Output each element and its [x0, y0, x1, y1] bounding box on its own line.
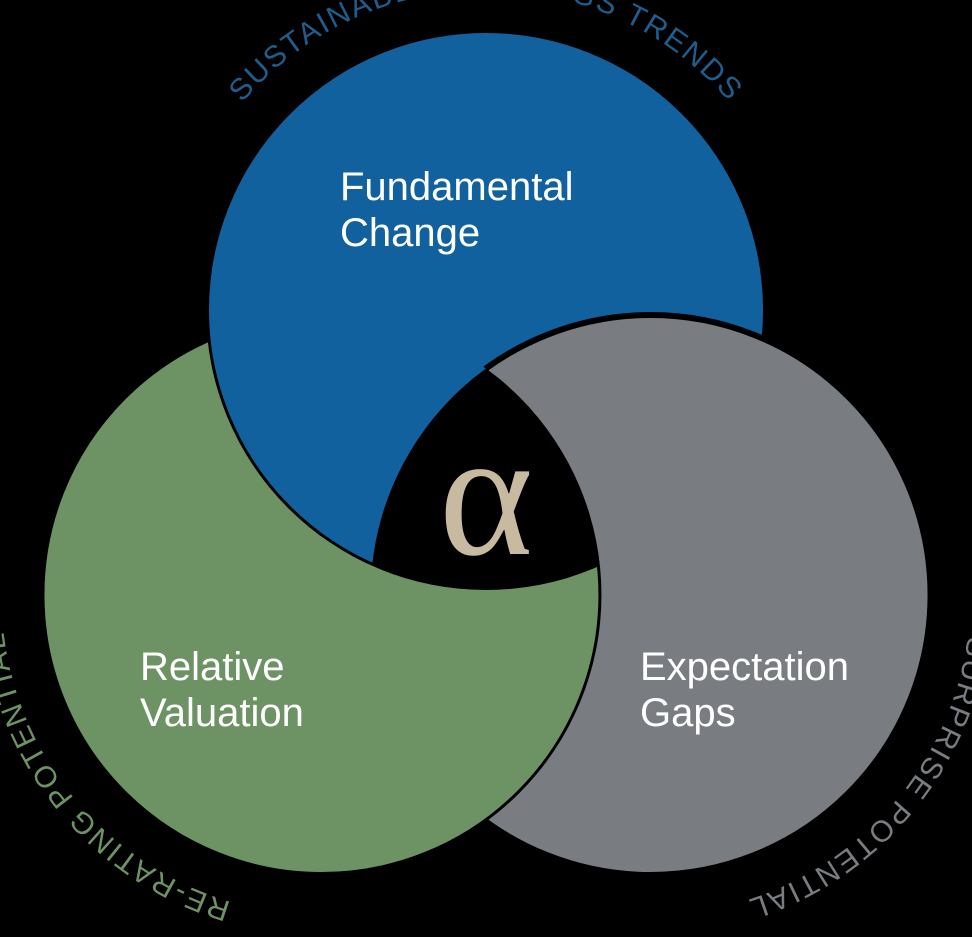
- center-alpha-symbol: α: [439, 394, 533, 593]
- alpha-triple-crescent-diagram: αFundamentalChangeRelativeValuationExpec…: [0, 0, 972, 937]
